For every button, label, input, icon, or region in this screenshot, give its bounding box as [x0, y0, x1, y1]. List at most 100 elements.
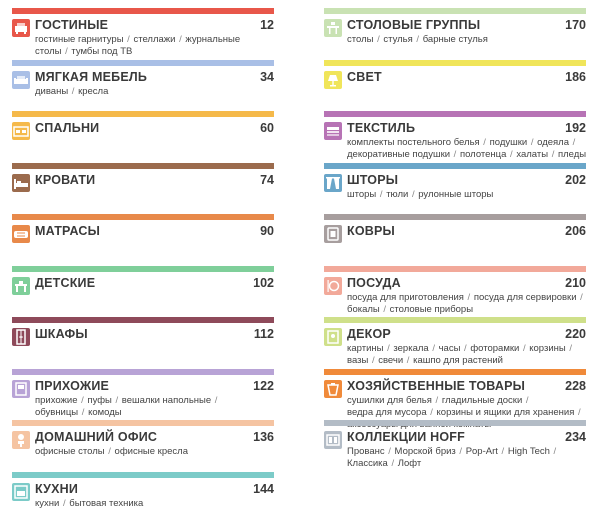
subcategory-link[interactable]: тюли: [386, 189, 408, 200]
subcategory-link[interactable]: рулонные шторы: [418, 189, 493, 200]
category-title[interactable]: ПРИХОЖИЕ: [35, 379, 109, 393]
category-title[interactable]: ТЕКСТИЛЬ: [347, 121, 415, 135]
separator: /: [376, 189, 386, 200]
subcategory-link[interactable]: столы: [35, 46, 61, 57]
subcategory-link[interactable]: корзины и ящики для хранения: [437, 407, 575, 418]
subcategory-link[interactable]: кресла: [78, 86, 108, 97]
office-chair-icon: [12, 431, 30, 449]
category-title[interactable]: ХОЗЯЙСТВЕННЫЕ ТОВАРЫ: [347, 379, 525, 393]
category-title[interactable]: КРОВАТИ: [35, 173, 95, 187]
subcategory-link[interactable]: посуда для сервировки: [474, 292, 577, 303]
category-title[interactable]: ДЕТСКИЕ: [35, 276, 95, 290]
subcategory-link[interactable]: Прованс: [347, 446, 385, 457]
subcategory-link[interactable]: журнальные: [185, 34, 240, 45]
subcategory-list: картины / зеркала / часы / фоторамки / к…: [347, 343, 581, 367]
subcategory-link[interactable]: стеллажи: [133, 34, 175, 45]
subcategory-link[interactable]: вазы: [347, 355, 368, 366]
subcategory-link[interactable]: одеяла: [537, 137, 569, 148]
subcategory-link[interactable]: бокалы: [347, 304, 380, 315]
subcategory-link[interactable]: комплекты постельного белья: [347, 137, 480, 148]
separator: /: [408, 189, 418, 200]
subcategory-link[interactable]: Лофт: [398, 458, 421, 469]
subcategory-link[interactable]: пледы: [558, 149, 586, 160]
category-title[interactable]: МАТРАСЫ: [35, 224, 100, 238]
category-title[interactable]: КОЛЛЕКЦИИ HOFF: [347, 430, 465, 444]
subcategory-link[interactable]: пуфы: [87, 395, 111, 406]
subcategory-link[interactable]: диваны: [35, 86, 68, 97]
subcategory-link[interactable]: гладильные доски: [442, 395, 522, 406]
subcategory-line: прихожие / пуфы / вешалки напольные /: [35, 395, 269, 407]
subcategory-link[interactable]: комоды: [88, 407, 122, 418]
category-title[interactable]: МЯГКАЯ МЕБЕЛЬ: [35, 70, 147, 84]
subcategory-link[interactable]: барные стулья: [423, 34, 488, 45]
category-title[interactable]: ПОСУДА: [347, 276, 401, 290]
category-title[interactable]: ШКАФЫ: [35, 327, 88, 341]
category-title[interactable]: ГОСТИНЫЕ: [35, 18, 108, 32]
subcategory-link[interactable]: Морской бриз: [395, 446, 456, 457]
subcategory-line: ведра для мусора / корзины и ящики для х…: [347, 407, 581, 419]
subcategory-link[interactable]: кашпо для растений: [413, 355, 503, 366]
category-title[interactable]: ДОМАШНИЙ ОФИС: [35, 430, 157, 444]
subcategory-link[interactable]: вешалки напольные: [122, 395, 211, 406]
category-page-number: 210: [565, 276, 586, 290]
subcategory-link[interactable]: столы: [347, 34, 373, 45]
subcategory-link[interactable]: фоторамки: [470, 343, 519, 354]
subcategory-link[interactable]: свечи: [378, 355, 403, 366]
category-title[interactable]: КУХНИ: [35, 482, 78, 496]
subcategory-link[interactable]: полотенца: [460, 149, 506, 160]
subcategory-link[interactable]: картины: [347, 343, 383, 354]
category-page-number: 234: [565, 430, 586, 444]
subcategory-link[interactable]: ведра для мусора: [347, 407, 427, 418]
subcategory-link[interactable]: офисные столы: [35, 446, 105, 457]
subcategory-link[interactable]: посуда для приготовления: [347, 292, 464, 303]
subcategory-link[interactable]: стулья: [383, 34, 412, 45]
subcategory-link[interactable]: халаты: [516, 149, 548, 160]
subcategory-link[interactable]: столовые приборы: [390, 304, 473, 315]
category-title[interactable]: КОВРЫ: [347, 224, 395, 238]
living-room-icon: [12, 19, 30, 37]
category-title[interactable]: СВЕТ: [347, 70, 382, 84]
subcategory-link[interactable]: шторы: [347, 189, 376, 200]
subcategory-link[interactable]: Классика: [347, 458, 388, 469]
subcategory-link[interactable]: декоративные подушки: [347, 149, 450, 160]
subcategory-link[interactable]: зеркала: [393, 343, 428, 354]
subcategory-link[interactable]: гостиные гарнитуры: [35, 34, 124, 45]
subcategory-link[interactable]: офисные кресла: [115, 446, 188, 457]
subcategory-link[interactable]: часы: [439, 343, 461, 354]
subcategory-link[interactable]: подушки: [490, 137, 528, 148]
subcategory-link[interactable]: Pop-Art: [466, 446, 498, 457]
category-title[interactable]: ШТОРЫ: [347, 173, 398, 187]
category-title[interactable]: ДЕКОР: [347, 327, 391, 341]
subcategory-link[interactable]: прихожие: [35, 395, 78, 406]
category-title[interactable]: СТОЛОВЫЕ ГРУППЫ: [347, 18, 480, 32]
category-title[interactable]: СПАЛЬНИ: [35, 121, 99, 135]
subcategory-link[interactable]: High Tech: [508, 446, 550, 457]
subcategory-link[interactable]: сушилки для белья: [347, 395, 432, 406]
subcategory-link[interactable]: бытовая техника: [69, 498, 143, 509]
subcategory-link[interactable]: обувницы: [35, 407, 78, 418]
subcategory-link[interactable]: кухни: [35, 498, 59, 509]
subcategory-link[interactable]: корзины: [529, 343, 565, 354]
category-color-bar: [12, 369, 274, 375]
subcategory-link[interactable]: тумбы под ТВ: [71, 46, 132, 57]
